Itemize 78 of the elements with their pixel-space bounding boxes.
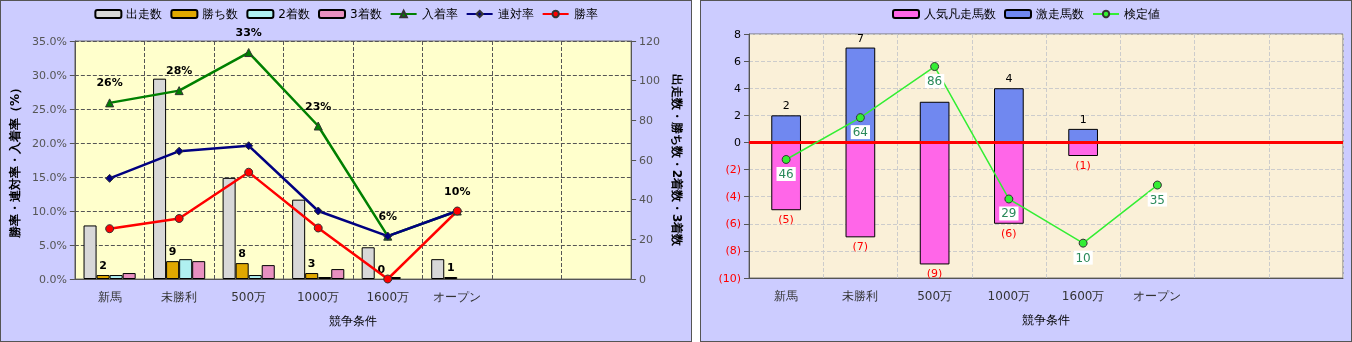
y-tick-label: 4 xyxy=(734,81,741,95)
y-tick-label: 2 xyxy=(734,108,741,122)
data-label: (9) xyxy=(926,267,943,281)
data-label: 29 xyxy=(1001,206,1017,221)
legend-label: 連対率 xyxy=(497,7,534,21)
data-label: 35 xyxy=(1149,192,1166,207)
legend-label: 激走馬数 xyxy=(1036,7,1084,21)
y-tick-label: (4) xyxy=(725,190,741,204)
y-tick-label: 8 xyxy=(734,27,741,41)
x-axis-title: 競争条件 xyxy=(1022,313,1070,327)
data-label: 26% xyxy=(96,76,123,90)
y-tick-label: (2) xyxy=(725,163,741,177)
y-tick-label: 35.0% xyxy=(31,34,67,48)
y-tick-label: 20.0% xyxy=(31,136,67,150)
x-tick-label: 500万 xyxy=(917,289,953,303)
data-label: 46 xyxy=(778,166,794,181)
y-axis-title: 勝率・連対率・入着率（%） xyxy=(8,81,22,240)
data-label: 23% xyxy=(305,99,332,113)
data-label: 86 xyxy=(926,74,943,89)
data-label: 0 xyxy=(377,263,386,276)
y-tick-label: 0.0% xyxy=(38,272,67,286)
y2-tick-label: 100 xyxy=(639,74,661,88)
data-label: (6) xyxy=(1001,226,1017,240)
y-tick-label: 10.0% xyxy=(31,204,67,218)
y-tick-label: (6) xyxy=(725,217,741,231)
data-label: 10 xyxy=(1075,250,1091,265)
legend-label: 検定値 xyxy=(1124,7,1160,21)
y2-tick-label: 60 xyxy=(639,153,654,167)
x-tick-label: 新馬 xyxy=(774,289,799,303)
y-tick-label: 25.0% xyxy=(31,102,67,116)
data-label: 33% xyxy=(235,26,262,40)
x-tick-label: オープン xyxy=(1133,289,1182,303)
y2-tick-label: 120 xyxy=(639,34,661,48)
y2-axis-title: 出走数・勝ち数・2着数・3着数 xyxy=(670,73,684,248)
data-label: 2 xyxy=(99,259,107,273)
y2-tick-label: 80 xyxy=(639,113,654,127)
legend-label: 出走数 xyxy=(126,7,163,21)
x-tick-label: オープン xyxy=(433,290,482,304)
legend-label: 2着数 xyxy=(278,7,311,21)
x-axis-title: 競争条件 xyxy=(328,314,377,328)
x-tick-label: 500万 xyxy=(231,290,267,304)
y-tick-label: (10) xyxy=(718,271,741,285)
y-tick-label: (8) xyxy=(725,244,741,258)
legend-label: 勝率 xyxy=(573,7,598,21)
x-tick-label: 未勝利 xyxy=(842,289,879,303)
data-label: 8 xyxy=(238,247,246,261)
x-tick-label: 1600万 xyxy=(366,290,410,304)
legend-label: 3着数 xyxy=(350,7,382,21)
x-tick-label: 新馬 xyxy=(97,290,122,304)
data-label: 9 xyxy=(168,245,177,259)
x-tick-label: 未勝利 xyxy=(161,290,198,304)
y2-tick-label: 0 xyxy=(639,272,647,286)
data-label: 7 xyxy=(856,31,864,45)
data-label: 3 xyxy=(307,257,316,271)
y-tick-label: 15.0% xyxy=(31,170,67,184)
x-tick-label: 1600万 xyxy=(1061,289,1105,303)
legend-label: 人気凡走馬数 xyxy=(924,7,996,21)
y-tick-label: 5.0% xyxy=(38,238,67,252)
x-tick-label: 1000万 xyxy=(987,289,1031,303)
data-label: (5) xyxy=(778,213,794,227)
y-tick-label: 6 xyxy=(734,54,741,68)
data-label: 64 xyxy=(852,125,869,140)
data-label: 1 xyxy=(446,261,455,275)
y2-tick-label: 40 xyxy=(639,193,654,207)
y-tick-label: 0 xyxy=(734,135,741,149)
data-label: (1) xyxy=(1075,159,1091,172)
legend-label: 入着率 xyxy=(421,7,458,21)
data-label: 28% xyxy=(165,64,193,78)
data-label: 1 xyxy=(1079,112,1087,126)
data-label: 4 xyxy=(1005,72,1013,86)
legend-label: 勝ち数 xyxy=(202,7,239,21)
data-label: 6% xyxy=(378,209,398,223)
x-tick-label: 1000万 xyxy=(296,290,340,304)
data-label: (7) xyxy=(852,240,869,254)
y2-tick-label: 20 xyxy=(639,232,654,246)
y-tick-label: 30.0% xyxy=(31,68,67,82)
data-label: 2 xyxy=(782,99,790,113)
data-label: 10% xyxy=(444,184,471,198)
